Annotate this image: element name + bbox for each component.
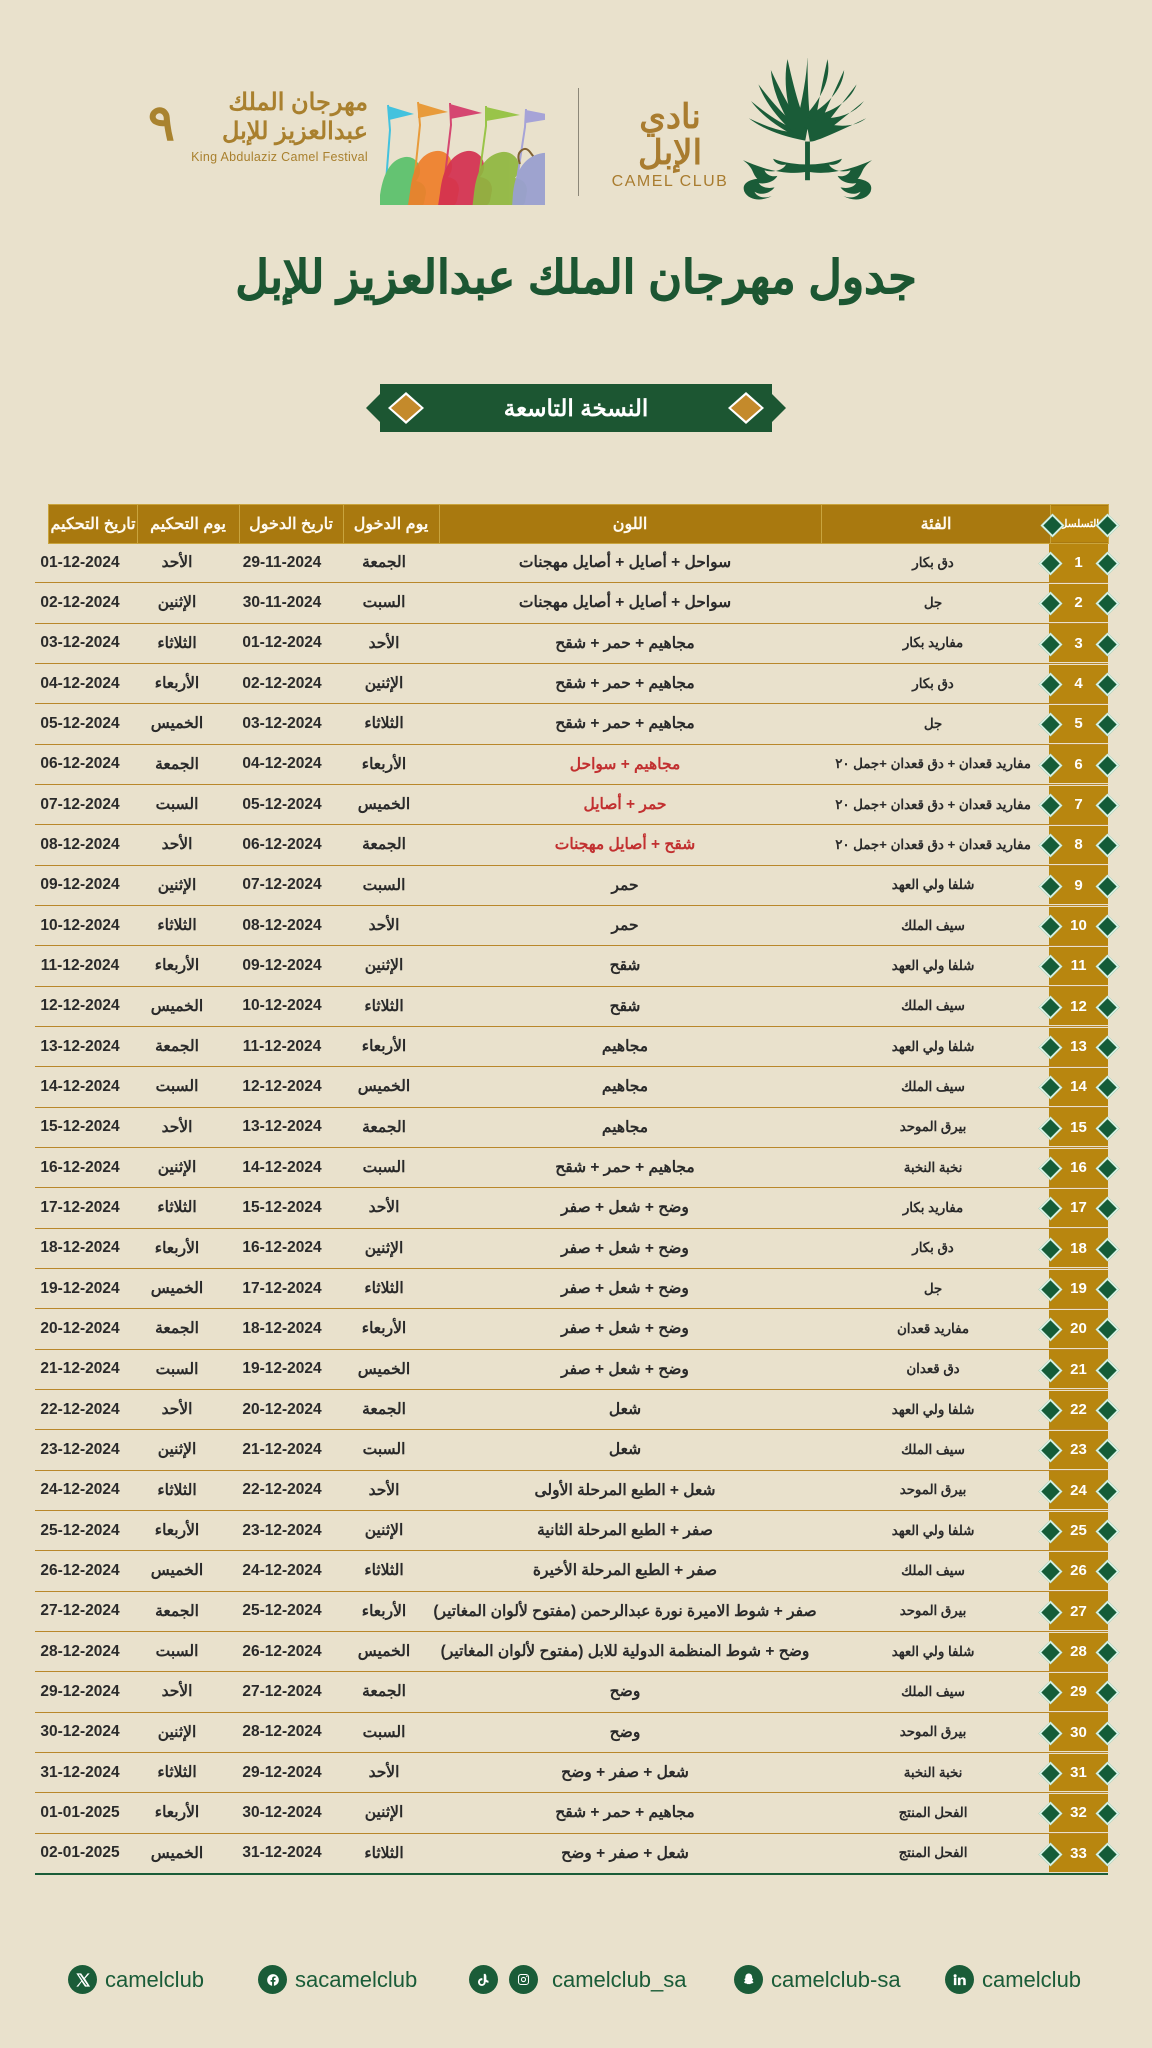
svg-text:النسخة التاسعة: النسخة التاسعة bbox=[504, 395, 648, 421]
svg-text:نادي: نادي bbox=[639, 98, 701, 137]
svg-text:الإبل: الإبل bbox=[638, 134, 702, 173]
